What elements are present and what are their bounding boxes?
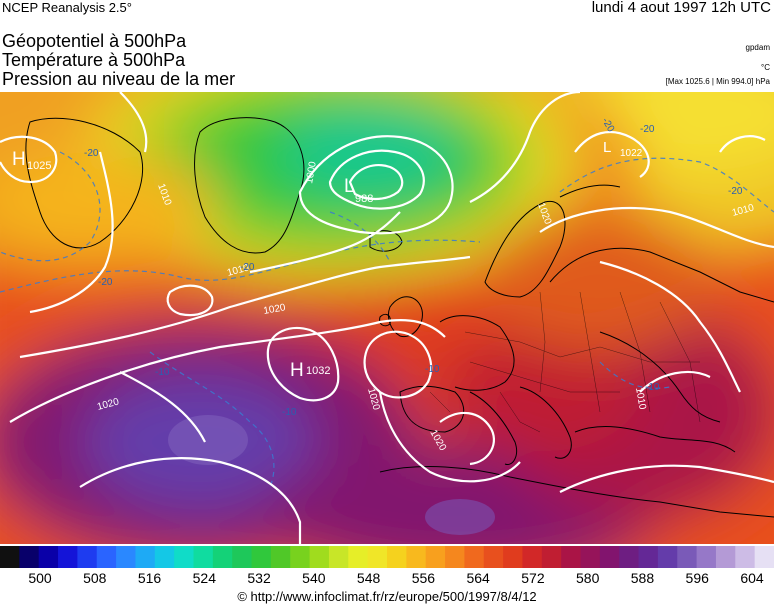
legend-swatch bbox=[290, 546, 311, 568]
legend-swatch bbox=[522, 546, 543, 568]
legend-tick-label: 556 bbox=[411, 570, 436, 586]
legend-tick-label: 540 bbox=[302, 570, 326, 586]
legend-swatch bbox=[677, 546, 698, 568]
legend-tick-label: 516 bbox=[137, 570, 162, 586]
high-pressure-letter: H bbox=[290, 360, 304, 381]
legend-swatch bbox=[387, 546, 407, 568]
legend-tick-label: 508 bbox=[83, 570, 107, 586]
legend-swatch bbox=[580, 546, 601, 568]
legend-swatch bbox=[77, 546, 98, 568]
legend-swatch bbox=[735, 546, 756, 568]
low-pressure-letter: L bbox=[603, 139, 611, 156]
high-pressure-value: 1032 bbox=[306, 365, 330, 377]
high-pressure-value: 1025 bbox=[27, 160, 51, 172]
legend-swatch bbox=[715, 546, 736, 568]
legend-tick-label: 604 bbox=[740, 570, 764, 586]
legend-swatch bbox=[483, 546, 504, 568]
unit-temperature: °C bbox=[761, 63, 770, 72]
isotherm-label: -20 bbox=[240, 262, 255, 273]
legend-swatch bbox=[367, 546, 388, 568]
high-pressure-letter: H bbox=[12, 149, 26, 170]
data-source-label: NCEP Reanalysis 2.5° bbox=[2, 0, 132, 15]
unit-pressure-range: [Max 1025.6 | Min 994.0] hPa bbox=[665, 77, 770, 86]
legend-swatch bbox=[599, 546, 620, 568]
legend-swatch bbox=[638, 546, 659, 568]
legend-swatch bbox=[135, 546, 156, 568]
legend-swatch bbox=[328, 546, 349, 568]
legend-swatch bbox=[541, 546, 562, 568]
legend-swatch bbox=[696, 546, 717, 568]
low-pressure-value: 988 bbox=[355, 193, 373, 205]
isotherm-label: -20 bbox=[98, 277, 113, 288]
legend-swatch bbox=[754, 546, 774, 568]
legend-swatch bbox=[619, 546, 640, 568]
legend-swatch bbox=[464, 546, 485, 568]
legend-tick-label: 572 bbox=[521, 570, 545, 586]
legend-tick-label: 532 bbox=[247, 570, 271, 586]
isobar-label: 1010 bbox=[633, 387, 648, 411]
isobars bbox=[0, 92, 774, 544]
isotherms bbox=[0, 151, 774, 488]
legend-swatch bbox=[270, 546, 291, 568]
legend-swatch bbox=[503, 546, 523, 568]
copyright-credit: © http://www.infoclimat.fr/rz/europe/500… bbox=[237, 589, 537, 604]
legend-swatch bbox=[0, 546, 20, 568]
legend-swatch bbox=[116, 546, 136, 568]
isotherm-label: -10 bbox=[282, 407, 297, 418]
isotherm-label: -20 bbox=[640, 124, 655, 135]
geopotential-field bbox=[0, 92, 774, 544]
legend-swatch bbox=[251, 546, 272, 568]
isotherm-label: -20 bbox=[728, 186, 743, 197]
isobar-label: 1000 bbox=[304, 160, 319, 184]
legend-swatch bbox=[348, 546, 369, 568]
legend-swatch bbox=[232, 546, 253, 568]
legend-swatch bbox=[657, 546, 678, 568]
legend-tick-label: 500 bbox=[28, 570, 52, 586]
low-pressure-value: 1022 bbox=[620, 148, 643, 159]
legend-tick-label: 588 bbox=[630, 570, 655, 586]
unit-geopotential: gpdam bbox=[745, 43, 770, 52]
legend-swatch bbox=[425, 546, 446, 568]
weather-map: 1010 1000 1010 1020 1020 1020 1020 1010 … bbox=[0, 92, 774, 544]
legend-tick-label: 580 bbox=[576, 570, 600, 586]
legend-swatch bbox=[174, 546, 194, 568]
legend-tick-label: 548 bbox=[356, 570, 381, 586]
legend-tick-label: 564 bbox=[466, 570, 490, 586]
legend-swatch bbox=[406, 546, 427, 568]
title-geopotential: Géopotentiel à 500hPa bbox=[2, 31, 187, 51]
isobar-label: 1020 bbox=[263, 302, 287, 317]
isotherm-label: -10 bbox=[155, 367, 170, 378]
legend-swatch bbox=[96, 546, 117, 568]
legend-swatch bbox=[193, 546, 214, 568]
legend-swatch bbox=[58, 546, 78, 568]
legend-tick-label: 596 bbox=[685, 570, 709, 586]
legend-swatch bbox=[212, 546, 233, 568]
legend-swatch bbox=[38, 546, 59, 568]
legend-swatch bbox=[445, 546, 465, 568]
isotherm-label: -20 bbox=[84, 148, 99, 159]
legend-swatch bbox=[561, 546, 581, 568]
isotherm-label: -10 bbox=[645, 382, 660, 393]
legend-swatch bbox=[309, 546, 330, 568]
title-temperature: Température à 500hPa bbox=[2, 50, 186, 70]
legend-tick-label: 524 bbox=[192, 570, 216, 586]
title-pressure: Pression au niveau de la mer bbox=[2, 69, 236, 89]
color-legend bbox=[0, 546, 774, 568]
country-borders bbox=[429, 291, 701, 433]
isotherm-label: -10 bbox=[425, 364, 440, 375]
legend-swatch bbox=[154, 546, 175, 568]
map-date: lundi 4 aout 1997 12h UTC bbox=[591, 0, 771, 16]
legend-swatch bbox=[19, 546, 40, 568]
coastlines bbox=[25, 117, 774, 518]
low-pressure-letter: L bbox=[344, 176, 355, 197]
